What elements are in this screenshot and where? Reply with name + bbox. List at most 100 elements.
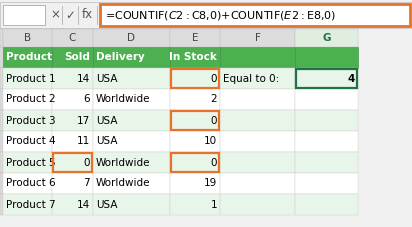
- Bar: [171, 153, 219, 172]
- Text: 0: 0: [211, 158, 217, 168]
- Bar: [295, 110, 358, 131]
- Bar: [170, 152, 220, 173]
- Bar: [3, 89, 52, 110]
- Text: 17: 17: [77, 116, 90, 126]
- Bar: [0, 152, 3, 173]
- Bar: [0, 173, 3, 194]
- Text: Product 2: Product 2: [6, 94, 56, 104]
- Bar: [170, 194, 220, 215]
- Bar: [100, 4, 410, 26]
- Bar: [0, 194, 3, 215]
- Text: In Stock: In Stock: [169, 52, 217, 62]
- Text: Product 5: Product 5: [6, 158, 56, 168]
- Text: Product: Product: [6, 52, 52, 62]
- Bar: [3, 194, 52, 215]
- Bar: [295, 131, 358, 152]
- Bar: [295, 152, 358, 173]
- Bar: [170, 89, 220, 110]
- Text: Product 3: Product 3: [6, 116, 56, 126]
- Bar: [170, 47, 220, 68]
- Bar: [220, 194, 295, 215]
- Bar: [93, 29, 170, 47]
- Text: Delivery: Delivery: [96, 52, 145, 62]
- Bar: [220, 29, 295, 47]
- Bar: [0, 131, 3, 152]
- Bar: [3, 68, 52, 89]
- Text: USA: USA: [96, 74, 117, 84]
- Bar: [170, 173, 220, 194]
- Text: Sold: Sold: [64, 52, 90, 62]
- Text: 6: 6: [83, 94, 90, 104]
- Text: 0: 0: [211, 116, 217, 126]
- Bar: [220, 131, 295, 152]
- Text: Worldwide: Worldwide: [96, 178, 150, 188]
- Text: 14: 14: [77, 74, 90, 84]
- Bar: [52, 89, 93, 110]
- Bar: [171, 69, 219, 88]
- Bar: [0, 47, 3, 68]
- Bar: [52, 68, 93, 89]
- Bar: [295, 68, 358, 89]
- Bar: [295, 47, 358, 68]
- Bar: [52, 131, 93, 152]
- Bar: [52, 29, 93, 47]
- Bar: [0, 89, 3, 110]
- Bar: [170, 68, 220, 89]
- Text: 0: 0: [84, 158, 90, 168]
- Bar: [93, 110, 170, 131]
- Text: 0: 0: [211, 74, 217, 84]
- Text: D: D: [127, 33, 136, 43]
- Text: 11: 11: [77, 136, 90, 146]
- Text: E: E: [192, 33, 198, 43]
- Text: Product 4: Product 4: [6, 136, 56, 146]
- Bar: [3, 152, 52, 173]
- Bar: [295, 29, 358, 47]
- Text: Product 6: Product 6: [6, 178, 56, 188]
- Bar: [52, 110, 93, 131]
- Bar: [93, 68, 170, 89]
- Text: G: G: [322, 33, 331, 43]
- Text: C: C: [69, 33, 76, 43]
- Bar: [93, 152, 170, 173]
- Bar: [220, 173, 295, 194]
- Bar: [93, 173, 170, 194]
- Text: Product 7: Product 7: [6, 200, 56, 210]
- Bar: [53, 153, 92, 172]
- Bar: [0, 68, 3, 89]
- Bar: [0, 110, 3, 131]
- Text: 14: 14: [77, 200, 90, 210]
- Bar: [220, 152, 295, 173]
- Bar: [3, 47, 52, 68]
- Bar: [220, 47, 295, 68]
- Text: USA: USA: [96, 136, 117, 146]
- Bar: [295, 194, 358, 215]
- Text: Worldwide: Worldwide: [96, 158, 150, 168]
- Bar: [93, 47, 170, 68]
- Text: B: B: [24, 33, 31, 43]
- Text: Equal to 0:: Equal to 0:: [223, 74, 279, 84]
- Bar: [52, 194, 93, 215]
- Bar: [3, 5, 45, 25]
- Bar: [52, 173, 93, 194]
- Bar: [170, 110, 220, 131]
- Bar: [93, 194, 170, 215]
- Bar: [220, 110, 295, 131]
- Bar: [3, 131, 52, 152]
- Bar: [52, 152, 93, 173]
- Text: 2: 2: [211, 94, 217, 104]
- Bar: [3, 173, 52, 194]
- Text: ✓: ✓: [65, 8, 75, 22]
- Text: Worldwide: Worldwide: [96, 94, 150, 104]
- Bar: [170, 29, 220, 47]
- Bar: [0, 29, 3, 47]
- Text: F: F: [255, 33, 260, 43]
- Text: ×: ×: [50, 8, 60, 22]
- Bar: [295, 173, 358, 194]
- Text: fx: fx: [82, 8, 93, 22]
- Text: 1: 1: [211, 200, 217, 210]
- Text: 4: 4: [348, 74, 355, 84]
- Bar: [295, 89, 358, 110]
- Bar: [296, 69, 357, 88]
- Bar: [170, 131, 220, 152]
- Bar: [220, 68, 295, 89]
